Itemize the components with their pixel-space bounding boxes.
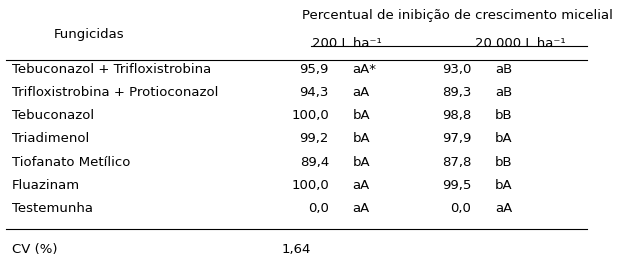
- Text: 100,0: 100,0: [291, 109, 329, 122]
- Text: bA: bA: [495, 179, 513, 192]
- Text: 100,0: 100,0: [291, 179, 329, 192]
- Text: aA*: aA*: [352, 63, 377, 76]
- Text: Percentual de inibição de crescimento micelial: Percentual de inibição de crescimento mi…: [303, 9, 613, 22]
- Text: 98,8: 98,8: [442, 109, 471, 122]
- Text: bB: bB: [495, 109, 513, 122]
- Text: Testemunha: Testemunha: [12, 202, 93, 215]
- Text: bA: bA: [352, 109, 370, 122]
- Text: 87,8: 87,8: [442, 155, 471, 169]
- Text: bA: bA: [495, 132, 513, 145]
- Text: 1,64: 1,64: [282, 243, 311, 254]
- Text: bB: bB: [495, 155, 513, 169]
- Text: CV (%): CV (%): [12, 243, 57, 254]
- Text: 0,0: 0,0: [450, 202, 471, 215]
- Text: 20.000 L.ha⁻¹: 20.000 L.ha⁻¹: [475, 37, 565, 50]
- Text: 89,3: 89,3: [442, 86, 471, 99]
- Text: aA: aA: [352, 86, 370, 99]
- Text: Tebuconazol + Trifloxistrobina: Tebuconazol + Trifloxistrobina: [12, 63, 211, 76]
- Text: aA: aA: [495, 202, 512, 215]
- Text: 0,0: 0,0: [308, 202, 329, 215]
- Text: aB: aB: [495, 63, 512, 76]
- Text: 94,3: 94,3: [300, 86, 329, 99]
- Text: 99,5: 99,5: [442, 179, 471, 192]
- Text: aA: aA: [352, 202, 370, 215]
- Text: Trifloxistrobina + Protioconazol: Trifloxistrobina + Protioconazol: [12, 86, 218, 99]
- Text: 97,9: 97,9: [442, 132, 471, 145]
- Text: aB: aB: [495, 86, 512, 99]
- Text: Triadimenol: Triadimenol: [12, 132, 89, 145]
- Text: Fluazinam: Fluazinam: [12, 179, 80, 192]
- Text: 93,0: 93,0: [442, 63, 471, 76]
- Text: aA: aA: [352, 179, 370, 192]
- Text: bA: bA: [352, 132, 370, 145]
- Text: Fungicidas: Fungicidas: [53, 28, 124, 41]
- Text: Tebuconazol: Tebuconazol: [12, 109, 94, 122]
- Text: 95,9: 95,9: [300, 63, 329, 76]
- Text: 200 L.ha⁻¹: 200 L.ha⁻¹: [312, 37, 382, 50]
- Text: bA: bA: [352, 155, 370, 169]
- Text: 99,2: 99,2: [300, 132, 329, 145]
- Text: Tiofanato Metílico: Tiofanato Metílico: [12, 155, 130, 169]
- Text: 89,4: 89,4: [300, 155, 329, 169]
